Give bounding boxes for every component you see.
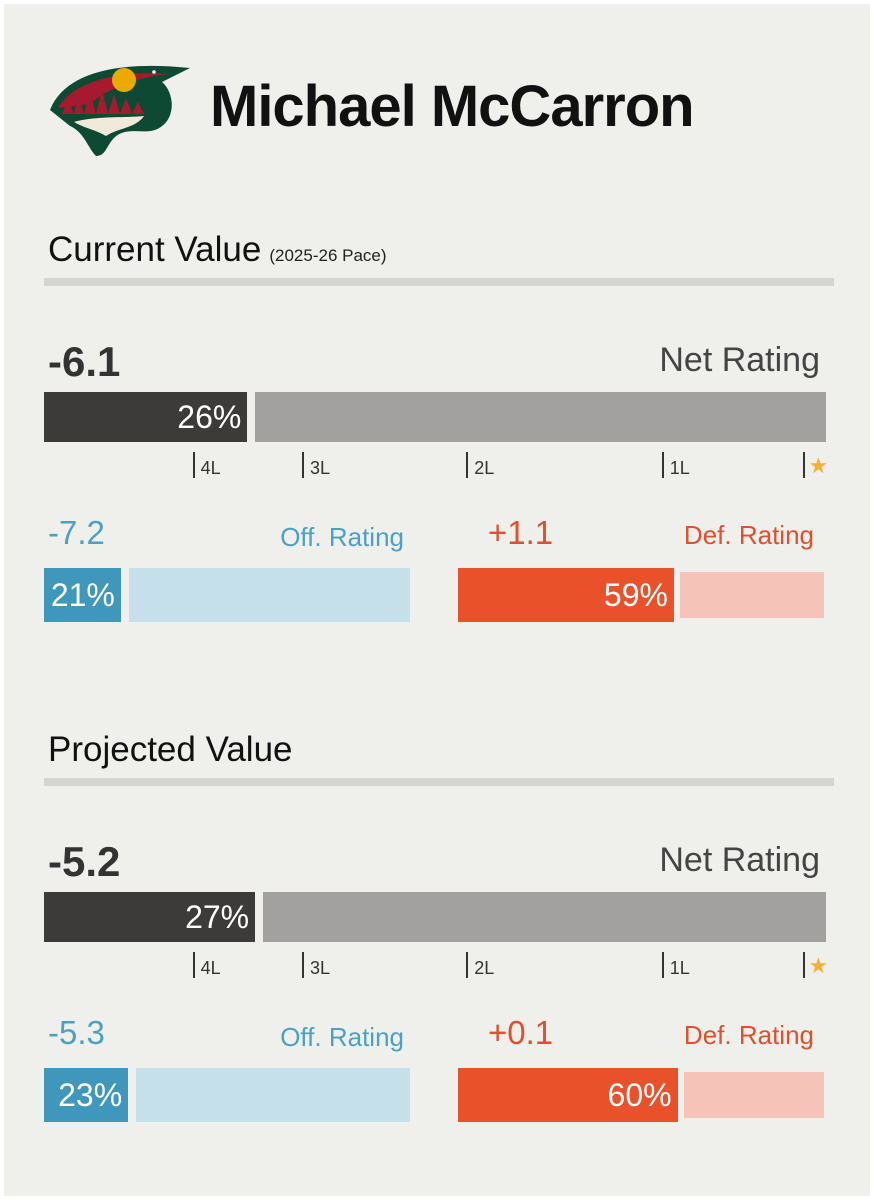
section-title-text: Projected Value <box>48 730 293 769</box>
team-logo <box>44 52 194 162</box>
net-rating-bar-fill <box>44 392 248 442</box>
off-rating-value: -7.2 <box>48 514 105 551</box>
tier-tick <box>192 452 195 478</box>
net-rating-bar-track <box>255 392 826 442</box>
tier-label: 1L <box>669 958 690 978</box>
off-rating-label: Off. Rating <box>280 522 404 552</box>
tier-tick <box>302 952 305 978</box>
off-rating-percentile-label: 23% <box>58 1077 123 1113</box>
tier-tick <box>661 452 664 478</box>
tier-label: 2L <box>474 458 495 478</box>
star-icon: ★ <box>808 453 829 478</box>
def-rating-bar-fill <box>458 568 674 622</box>
tier-tick <box>466 452 469 478</box>
net-rating-label: Net Rating <box>659 341 820 379</box>
def-rating-bar-track <box>679 572 824 618</box>
section-divider <box>44 278 834 286</box>
def-rating-bar-track <box>683 1072 824 1118</box>
off-rating-bar-fill <box>44 1068 129 1122</box>
net-rating-percentile-label: 26% <box>177 399 242 435</box>
off-rating-bar-fill <box>44 568 121 622</box>
section-divider <box>44 778 834 786</box>
tier-tick <box>192 952 195 978</box>
player-value-card: Michael McCarron Current Value (2025-26 P… <box>4 4 870 1196</box>
def-rating-percentile-label: 60% <box>607 1077 672 1113</box>
tier-tick <box>661 952 664 978</box>
def-rating-percentile-label: 59% <box>603 577 668 613</box>
tier-tick <box>466 952 469 978</box>
tier-label: 4L <box>200 958 221 978</box>
tier-label: 3L <box>310 458 331 478</box>
net-rating-value: -5.2 <box>48 838 121 885</box>
def-rating-value: +1.1 <box>488 514 554 551</box>
section-title: Current Value (2025-26 Pace) <box>48 230 387 276</box>
off-rating-bar-track <box>128 568 410 622</box>
tier-label: 1L <box>669 458 690 478</box>
section-title-text: Current Value <box>48 230 262 269</box>
def-rating-label: Def. Rating <box>683 520 814 550</box>
net-rating-percentile-label: 27% <box>185 899 250 935</box>
def-rating-bar-fill <box>458 1068 678 1122</box>
off-rating-bar-track <box>136 1068 410 1122</box>
tier-label: 4L <box>200 458 221 478</box>
minnesota-wild-logo-icon <box>50 65 190 156</box>
net-rating-value: -6.1 <box>48 338 121 385</box>
net-rating-label: Net Rating <box>659 841 820 879</box>
star-icon: ★ <box>808 953 829 978</box>
def-rating-label: Def. Rating <box>683 1020 814 1050</box>
tier-label: 3L <box>310 958 331 978</box>
off-rating-label: Off. Rating <box>280 1022 404 1052</box>
net-rating-bar-fill <box>44 892 256 942</box>
tier-label: 2L <box>474 958 495 978</box>
off-rating-percentile-label: 21% <box>50 577 115 613</box>
tier-tick <box>802 452 805 478</box>
section-subtitle: (2025-26 Pace) <box>269 246 387 265</box>
section-title: Projected Value <box>48 730 293 770</box>
def-rating-value: +0.1 <box>488 1014 554 1051</box>
player-name: Michael McCarron <box>210 74 695 139</box>
net-rating-bar-track <box>263 892 826 942</box>
tier-tick <box>302 452 305 478</box>
tier-tick <box>802 952 805 978</box>
off-rating-value: -5.3 <box>48 1014 105 1051</box>
